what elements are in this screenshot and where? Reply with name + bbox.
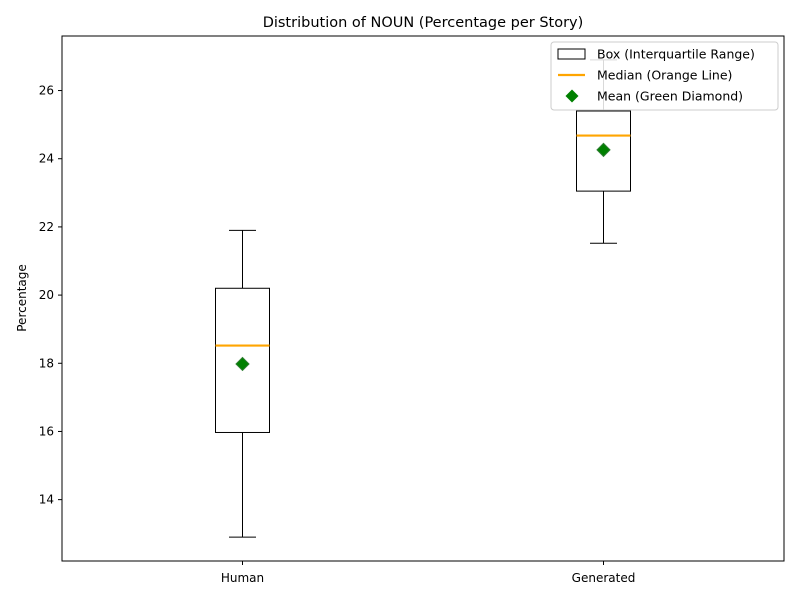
plot-area: 14 16 18 20 22 24 26 Human Generated: [39, 35, 785, 585]
y-tick-label: 18: [39, 356, 54, 370]
x-tick-label: Generated: [572, 571, 636, 585]
legend-entry: Mean (Green Diamond): [565, 89, 743, 104]
y-tick-label: 14: [39, 493, 54, 507]
legend-label: Median (Orange Line): [597, 68, 732, 83]
legend-label: Mean (Green Diamond): [597, 89, 743, 104]
x-tick-label: Human: [221, 571, 264, 585]
y-tick-label: 24: [39, 152, 54, 166]
legend-diamond-swatch: [565, 89, 579, 103]
y-tick-label: 26: [39, 84, 54, 98]
y-tick-label: 22: [39, 220, 54, 234]
legend-entry: Median (Orange Line): [558, 68, 732, 83]
y-axis-label: Percentage: [15, 264, 29, 332]
axes-frame: [61, 35, 785, 562]
y-tick-label: 20: [39, 288, 54, 302]
legend: Box (Interquartile Range) Median (Orange …: [550, 41, 779, 111]
legend-entry: Box (Interquartile Range): [557, 47, 755, 62]
iqr-box: [576, 110, 631, 192]
iqr-box: [215, 287, 270, 433]
y-tick-label: 16: [39, 424, 54, 438]
legend-label: Box (Interquartile Range): [597, 47, 755, 62]
mean-marker: [596, 142, 611, 158]
chart-title: Distribution of NOUN (Percentage per Sto…: [263, 15, 584, 31]
box-human: [215, 229, 270, 538]
legend-box-swatch: [557, 48, 586, 60]
mean-marker: [235, 356, 250, 372]
legend-frame: [550, 41, 779, 111]
